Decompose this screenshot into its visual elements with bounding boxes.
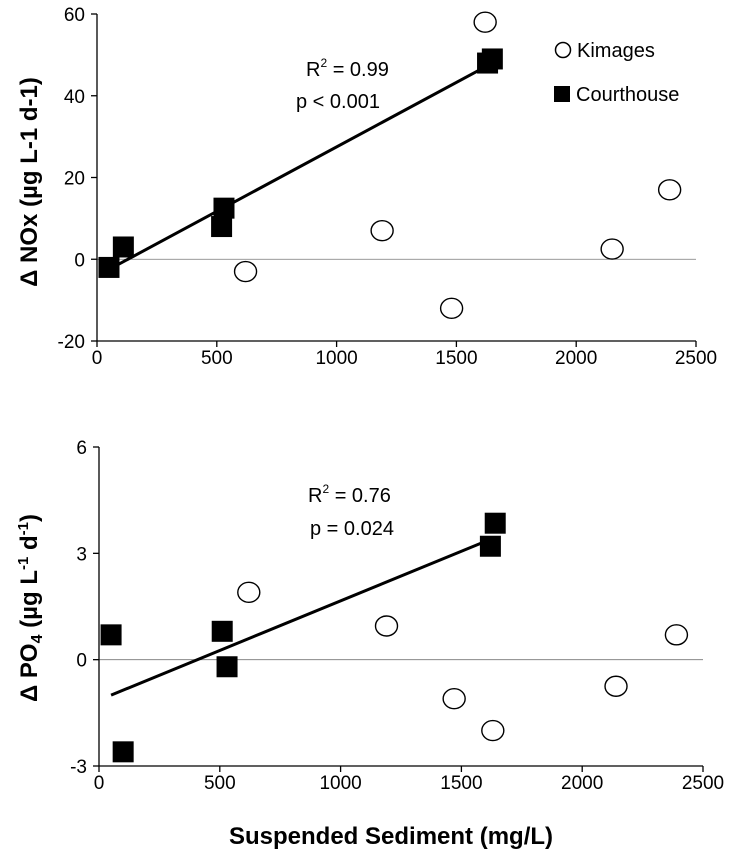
r-squared-annotation: R2 = 0.99 [306,56,389,81]
courthouse-point [112,741,134,763]
courthouse-point [98,256,120,278]
legend: Kimages Courthouse [554,40,679,106]
y-tick-label: -20 [58,332,85,353]
courthouse-point [479,535,501,557]
kimages-point [374,615,399,637]
x-tick-label: 2500 [675,348,717,369]
courthouse-point [211,216,233,238]
x-tick-label: 1000 [315,348,357,369]
kimages-point [473,11,497,33]
x-tick-label: 500 [204,773,236,794]
y-tick-label: -3 [70,757,87,778]
nox-panel: 0 500 1000 1500 2000 2500 60 40 20 0 -20 R2 = 0.99… [16,5,717,369]
y-axis-label: Δ PO4 (µg L-1 d-1) [15,514,46,702]
y-tick-label: 60 [64,5,85,26]
data-points [100,512,689,763]
courthouse-point [481,48,503,70]
x-tick-label: 0 [92,348,103,369]
courthouse-point [216,656,238,678]
kimages-point [657,179,682,201]
x-tick-label: 500 [201,348,233,369]
legend-marker-kimages [554,41,572,59]
courthouse-point [213,197,235,219]
y-tick-label: 6 [76,438,87,459]
courthouse-fit-line [110,535,496,697]
legend-label-courthouse: Courthouse [576,84,679,106]
tick-labels: 0 500 1000 1500 2000 2500 60 40 20 0 -20 [58,5,718,369]
courthouse-fit-line [108,61,494,271]
kimages-point [442,687,466,710]
x-tick-label: 1500 [435,348,477,369]
x-axis-label: Suspended Sediment (mg/L) [229,823,553,850]
data-points [98,11,682,319]
r-squared-annotation: R2 = 0.76 [308,482,391,507]
y-tick-label: 0 [76,651,87,672]
kimages-point [439,297,464,319]
y-tick-label: 3 [76,544,87,565]
x-tick-label: 2000 [561,773,603,794]
kimages-point [481,719,505,742]
x-tick-label: 2500 [682,773,724,794]
x-tick-label: 0 [94,773,105,794]
trendline [108,61,494,271]
tick-labels: 0 500 1000 1500 2000 2500 6 3 0 -3 [70,438,724,794]
legend-label-kimages: Kimages [577,40,655,62]
x-tick-label: 1500 [440,773,482,794]
po4-panel: 0 500 1000 1500 2000 2500 6 3 0 -3 R2 = 0.76 p = … [15,438,724,850]
y-axis-label: Δ NOx (µg L-1 d-1) [16,77,43,287]
p-value-annotation: p < 0.001 [296,91,380,113]
kimages-point [370,219,394,242]
p-value-annotation: p = 0.024 [310,518,394,540]
y-tick-label: 40 [64,87,85,108]
kimages-point [600,238,624,260]
axes [91,13,697,347]
courthouse-point [211,620,233,642]
courthouse-point [100,624,122,646]
x-tick-label: 1000 [319,773,361,794]
courthouse-point [112,236,134,258]
courthouse-point [484,512,506,534]
x-tick-label: 2000 [555,348,597,369]
axes [93,446,704,772]
trendline [110,535,496,697]
y-tick-label: 0 [74,250,85,271]
kimages-point [237,581,261,604]
kimages-point [664,624,689,646]
legend-marker-courthouse [554,86,570,102]
kimages-point [604,675,628,697]
y-tick-label: 20 [64,169,85,190]
kimages-point [233,260,258,283]
